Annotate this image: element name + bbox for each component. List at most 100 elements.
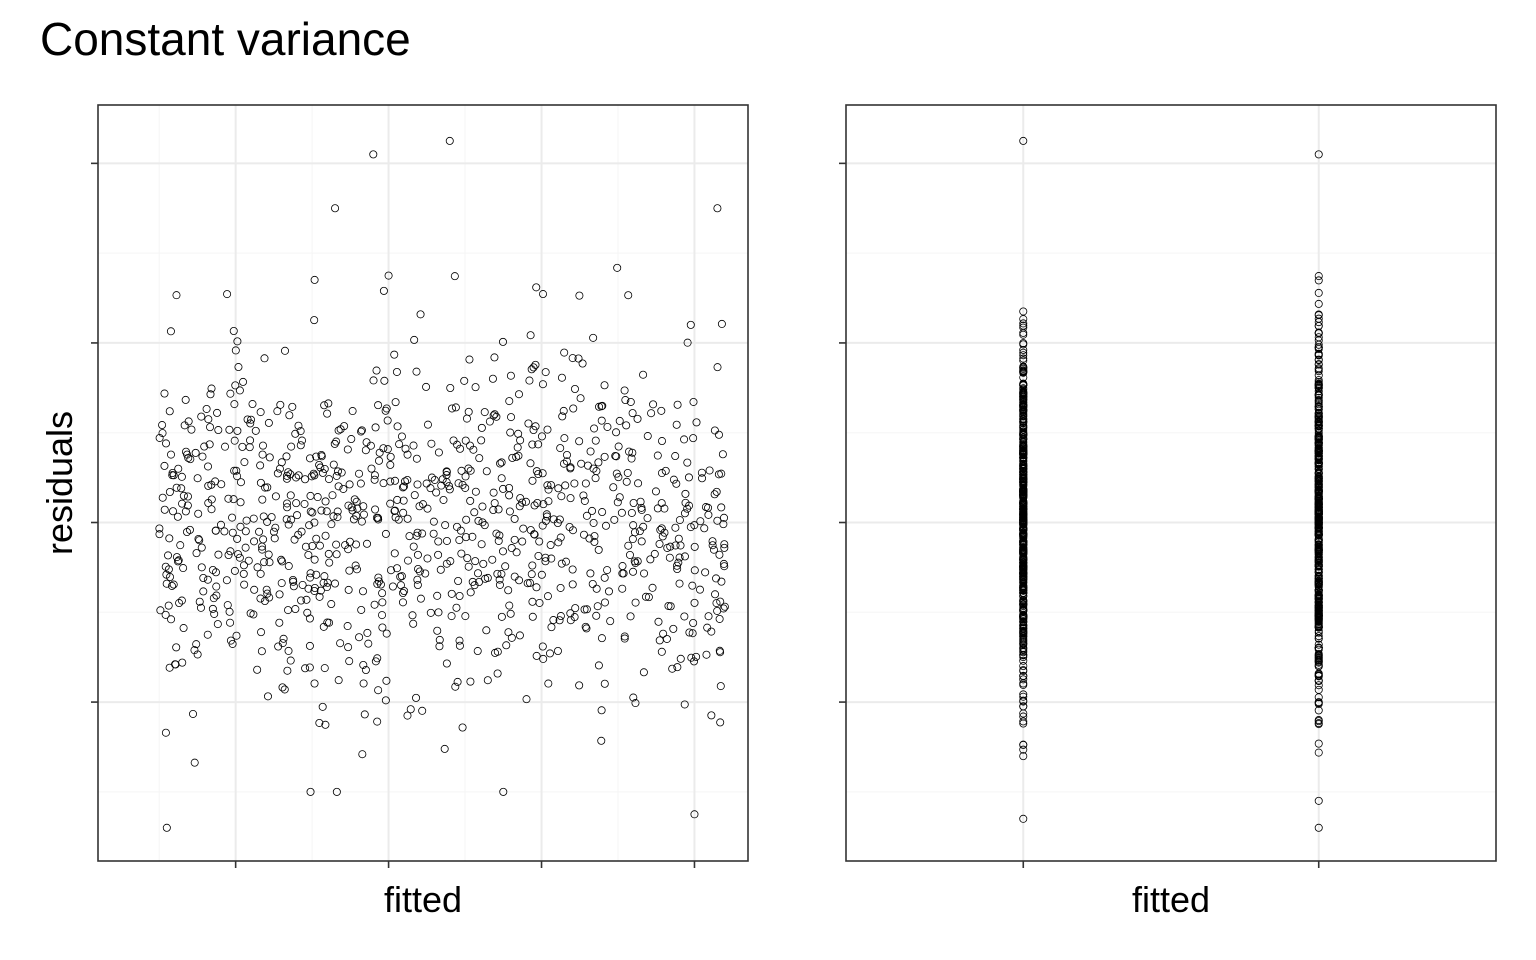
data-point xyxy=(658,532,667,541)
data-point xyxy=(1314,672,1323,681)
data-point xyxy=(403,475,412,484)
data-point xyxy=(180,421,189,430)
data-point xyxy=(1019,345,1028,354)
data-point xyxy=(172,291,181,300)
data-point xyxy=(488,374,497,383)
data-point xyxy=(233,534,242,543)
data-point xyxy=(1019,348,1028,357)
data-point xyxy=(166,450,175,459)
data-point xyxy=(637,503,646,512)
data-point xyxy=(344,643,353,652)
data-point xyxy=(276,400,285,409)
data-point xyxy=(681,489,690,498)
data-point xyxy=(456,526,465,535)
data-point xyxy=(1019,425,1028,434)
data-point xyxy=(409,619,418,628)
data-point xyxy=(600,598,609,607)
data-point xyxy=(296,441,305,450)
data-point xyxy=(308,508,317,517)
data-point xyxy=(684,473,693,482)
data-point xyxy=(322,507,331,516)
data-point xyxy=(391,513,400,522)
data-point xyxy=(460,376,469,385)
data-point xyxy=(1019,740,1028,749)
data-point xyxy=(1314,576,1323,585)
data-point xyxy=(258,441,267,450)
data-point xyxy=(183,501,192,510)
data-point xyxy=(662,634,671,643)
data-point xyxy=(434,537,443,546)
data-point xyxy=(399,482,408,491)
data-point xyxy=(625,550,634,559)
data-point xyxy=(700,524,709,533)
data-point xyxy=(620,386,629,395)
data-point xyxy=(297,527,306,536)
data-point xyxy=(501,562,510,571)
data-point xyxy=(432,488,441,497)
data-point xyxy=(264,418,273,427)
data-point xyxy=(560,434,569,443)
data-point xyxy=(225,425,234,434)
data-point xyxy=(1019,502,1028,511)
data-point xyxy=(1314,685,1323,694)
data-point xyxy=(378,623,387,632)
data-point xyxy=(515,576,524,585)
data-point xyxy=(285,411,294,420)
data-point xyxy=(355,469,364,478)
data-point xyxy=(263,692,272,701)
residuals-vs-fitted-continuous-panel: fitted residuals xyxy=(39,104,749,920)
data-point xyxy=(423,504,432,513)
data-point xyxy=(161,562,170,571)
data-point xyxy=(629,567,638,576)
data-point xyxy=(332,540,341,549)
data-point xyxy=(256,408,265,417)
data-point xyxy=(490,499,499,508)
data-point xyxy=(480,521,489,530)
data-point xyxy=(639,668,648,677)
data-point xyxy=(519,524,528,533)
data-point xyxy=(331,204,340,213)
data-point xyxy=(544,679,553,688)
data-point xyxy=(713,516,722,525)
data-point xyxy=(660,528,669,537)
data-point xyxy=(558,412,567,421)
data-point xyxy=(473,569,482,578)
data-point xyxy=(231,381,240,390)
data-point xyxy=(586,447,595,456)
data-point xyxy=(510,514,519,523)
data-point xyxy=(556,612,565,621)
data-point xyxy=(542,510,551,519)
data-point xyxy=(712,574,721,583)
data-point xyxy=(505,507,514,516)
data-point xyxy=(351,561,360,570)
data-point xyxy=(1019,307,1028,316)
minor-gridlines xyxy=(846,252,1496,793)
data-point xyxy=(471,383,480,392)
data-point xyxy=(463,554,472,563)
data-point xyxy=(1314,698,1323,707)
data-point xyxy=(637,537,646,546)
data-point xyxy=(526,459,535,468)
data-point xyxy=(203,575,212,584)
data-point xyxy=(1314,391,1323,400)
data-point xyxy=(430,475,439,484)
data-point xyxy=(568,565,577,574)
data-point xyxy=(590,424,599,433)
data-point xyxy=(278,639,287,648)
data-point xyxy=(1019,552,1028,561)
data-point xyxy=(533,498,542,507)
data-point xyxy=(265,558,274,567)
data-point xyxy=(1019,364,1028,373)
data-point xyxy=(543,425,552,434)
data-point xyxy=(315,718,324,727)
data-point xyxy=(570,479,579,488)
data-point xyxy=(370,471,379,480)
data-point xyxy=(206,390,215,399)
data-point xyxy=(635,527,644,536)
data-point xyxy=(1019,662,1028,671)
data-point xyxy=(620,634,629,643)
data-point xyxy=(364,639,373,648)
data-point xyxy=(510,535,519,544)
data-point xyxy=(333,467,342,476)
data-point xyxy=(462,533,471,542)
